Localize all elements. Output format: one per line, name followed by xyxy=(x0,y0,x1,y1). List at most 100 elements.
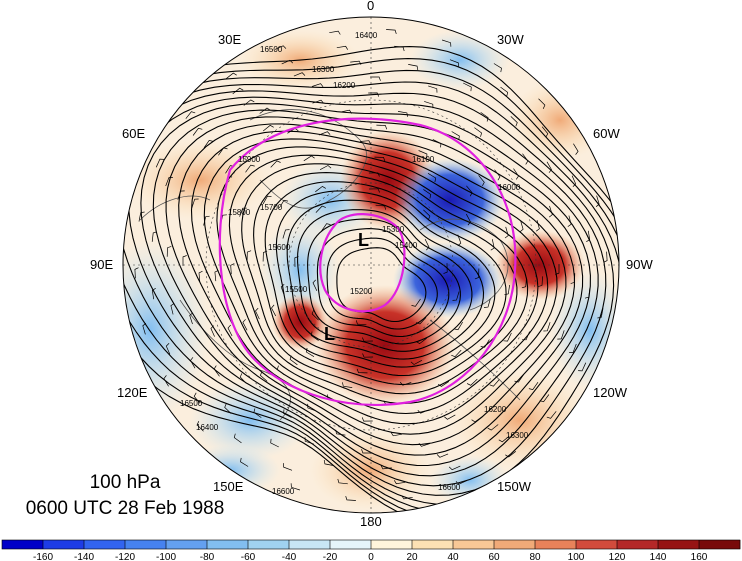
wind-barb xyxy=(177,190,185,200)
wind-barb xyxy=(513,168,519,180)
wind-barb xyxy=(253,408,262,418)
wind-barb xyxy=(466,378,478,386)
colorbar-tick-label: 120 xyxy=(609,552,626,561)
wind-barb xyxy=(546,411,557,419)
wind-barb xyxy=(165,177,173,187)
wind-barb xyxy=(255,307,260,320)
wind-barb xyxy=(584,288,591,299)
wind-barb xyxy=(597,308,604,319)
lon-label-120w: 120W xyxy=(593,385,628,400)
wind-barb xyxy=(500,86,509,97)
wind-barb xyxy=(437,381,450,387)
colorbar-tick-label: 40 xyxy=(447,552,459,561)
wind-barb xyxy=(289,355,298,366)
wind-barb xyxy=(567,215,572,227)
wind-barb xyxy=(443,263,448,274)
colorbar-swatch xyxy=(371,540,413,549)
wind-barb xyxy=(432,139,442,148)
wind-barb xyxy=(356,368,368,374)
wind-barb xyxy=(557,330,565,340)
colorbar: -160 -140 -120 -100 -80 -60 -40 -20 0 20 40 60 80 100… xyxy=(1,539,741,561)
wind-barb xyxy=(315,185,326,193)
lon-label-0: 0 xyxy=(367,0,374,13)
contour-line xyxy=(190,130,567,435)
wind-barb xyxy=(480,339,490,348)
wind-barb xyxy=(359,140,372,145)
geopotential-contours xyxy=(123,46,619,513)
colorbar-swatch xyxy=(125,540,167,549)
colorbar-tick-label: 140 xyxy=(650,552,667,561)
wind-barb xyxy=(321,223,331,232)
colorbar-tick-label: -80 xyxy=(200,552,215,561)
wind-barb xyxy=(504,284,510,296)
wind-barb xyxy=(185,111,196,119)
wind-barb xyxy=(213,365,220,377)
colorbar-swatch xyxy=(289,540,331,549)
wind-barb xyxy=(555,264,560,275)
wind-barb xyxy=(142,323,147,335)
lon-label-150w: 150W xyxy=(497,479,532,494)
wind-barb xyxy=(303,155,315,162)
wind-barb xyxy=(410,359,423,365)
wind-barb xyxy=(483,298,491,308)
wind-barb xyxy=(304,437,314,445)
wind-barb xyxy=(259,107,271,114)
wind-barb xyxy=(538,276,543,287)
svg-text:L: L xyxy=(358,230,369,250)
wind-barb xyxy=(243,99,255,106)
contour-line xyxy=(326,237,438,330)
wind-barb xyxy=(225,72,237,79)
wind-barb xyxy=(193,392,201,404)
contour-line xyxy=(123,46,619,513)
wind-barb xyxy=(490,239,495,251)
wind-barb xyxy=(232,87,244,95)
wind-barb xyxy=(307,403,317,412)
wind-barb xyxy=(280,284,285,296)
wind-barb xyxy=(355,320,367,326)
wind-barb xyxy=(535,220,540,232)
colorbar-tick-label: -140 xyxy=(74,552,94,561)
wind-barb xyxy=(370,76,381,81)
wind-barb xyxy=(489,379,500,387)
wind-barb xyxy=(283,409,292,418)
wind-barb xyxy=(270,160,281,168)
colorbar-tick-label: -120 xyxy=(115,552,135,561)
wind-barb xyxy=(408,64,419,71)
contour-line xyxy=(336,247,427,323)
contour-line xyxy=(297,209,473,352)
wind-barb xyxy=(276,365,285,376)
wind-barb xyxy=(189,312,194,325)
wind-barb xyxy=(546,161,552,173)
wind-barb xyxy=(451,349,462,358)
wind-barb xyxy=(401,495,413,500)
wind-barb xyxy=(570,273,576,284)
contour-line xyxy=(241,163,529,395)
wind-barb xyxy=(310,331,319,341)
wind-barbs xyxy=(134,29,608,501)
colorbar-swatch xyxy=(699,540,741,549)
colorbar-swatch xyxy=(535,540,577,549)
wind-barb xyxy=(329,30,341,35)
wind-barb xyxy=(519,220,524,233)
wind-barb xyxy=(428,85,438,93)
wind-barb xyxy=(151,287,156,300)
wind-barb xyxy=(279,199,289,209)
contour-line xyxy=(264,181,507,377)
negative-anomaly-northeast xyxy=(395,158,505,242)
wind-barb xyxy=(595,195,600,207)
colorbar-swatch xyxy=(43,540,85,549)
svg-text:16500: 16500 xyxy=(260,45,283,54)
wind-barb xyxy=(444,414,456,420)
wind-barb xyxy=(493,63,502,73)
colorbar-swatch xyxy=(84,540,126,549)
wind-barb xyxy=(311,310,319,321)
wind-barb xyxy=(441,39,452,47)
svg-text:16400: 16400 xyxy=(355,31,378,40)
wind-barb xyxy=(369,188,380,193)
graticule xyxy=(123,17,619,513)
svg-text:16400: 16400 xyxy=(196,423,219,432)
level-label: 100 hPa xyxy=(89,472,161,493)
colorbar-tick-label: 160 xyxy=(691,552,708,561)
wind-barb xyxy=(423,189,432,199)
wind-barb xyxy=(418,150,428,159)
